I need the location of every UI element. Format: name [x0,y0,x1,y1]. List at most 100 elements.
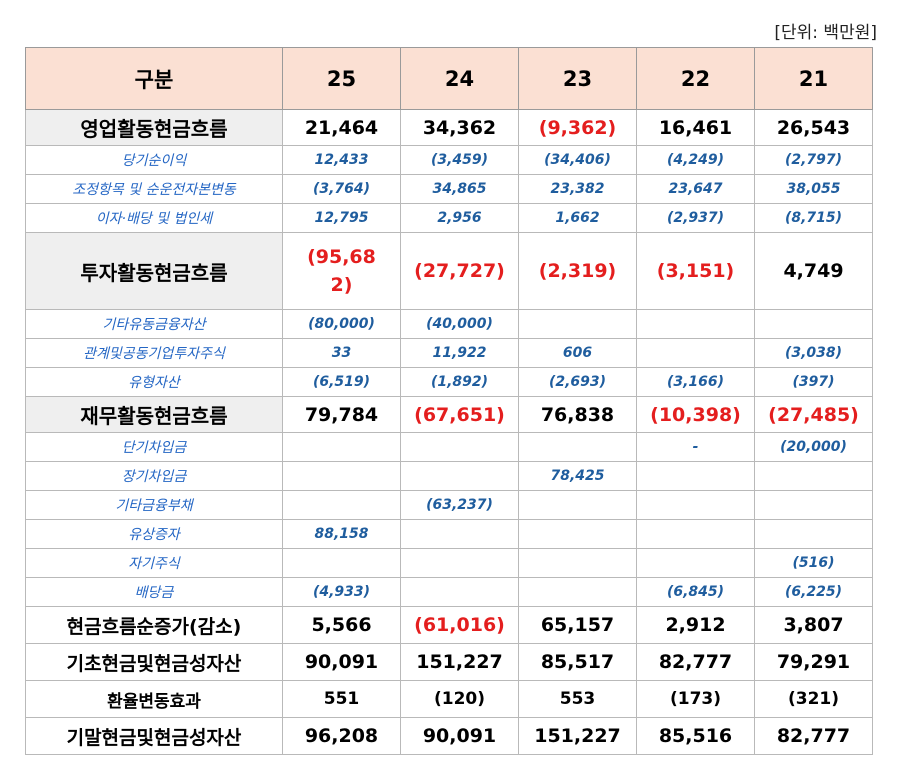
cell-value [636,548,755,578]
cell-value: 85,516 [636,717,755,755]
cell-value [400,519,519,549]
cell-value [400,461,519,491]
cell-value [518,548,637,578]
row-operating: 영업활동현금흐름 21,464 34,362 (9,362) 16,461 26… [25,109,873,146]
row-label: 관계및공동기업투자주식 [25,338,283,368]
cell-value: (3,764) [282,174,401,204]
cell-value: 96,208 [282,717,401,755]
cell-value [636,490,755,520]
row-other-fin-assets: 기타유동금융자산 (80,000) (40,000) [25,309,873,339]
row-investing: 투자활동현금흐름 (95,682) (27,727) (2,319) (3,15… [25,232,873,310]
cell-value: (20,000) [754,432,873,462]
row-short-borrow: 단기차입금 - (20,000) [25,432,873,462]
row-net-change: 현금흐름순증가(감소) 5,566 (61,016) 65,157 2,912 … [25,606,873,644]
row-capital-increase: 유상증자 88,158 [25,519,873,549]
cell-value: (40,000) [400,309,519,339]
row-beginning: 기초현금및현금성자산 90,091 151,227 85,517 82,777 … [25,643,873,681]
row-label: 기타금융부채 [25,490,283,520]
cell-value: 606 [518,338,637,368]
cell-value [518,309,637,339]
header-year: 23 [518,47,637,110]
row-label: 배당금 [25,577,283,607]
row-label: 영업활동현금흐름 [25,109,283,146]
cell-value: (3,038) [754,338,873,368]
cell-value: 26,543 [754,109,873,146]
cell-value: (2,797) [754,145,873,175]
cell-value: (10,398) [636,396,755,433]
cell-value: 23,647 [636,174,755,204]
cell-value: 79,291 [754,643,873,681]
row-treasury: 자기주식 (516) [25,548,873,578]
cell-value: (4,249) [636,145,755,175]
cell-value: 82,777 [754,717,873,755]
cell-value: (61,016) [400,606,519,644]
cell-value [400,577,519,607]
cell-value: 12,433 [282,145,401,175]
cell-value: (120) [400,680,519,718]
cell-value: (6,519) [282,367,401,397]
header-year: 25 [282,47,401,110]
row-label: 유상증자 [25,519,283,549]
cell-value: (173) [636,680,755,718]
row-fx: 환율변동효과 551 (120) 553 (173) (321) [25,680,873,718]
cell-value: (3,166) [636,367,755,397]
row-label: 현금흐름순증가(감소) [25,606,283,644]
cell-value: 11,922 [400,338,519,368]
row-label: 기타유동금융자산 [25,309,283,339]
cell-value: 16,461 [636,109,755,146]
cell-value [282,432,401,462]
cell-value: (3,151) [636,232,755,310]
row-ending: 기말현금및현금성자산 96,208 90,091 151,227 85,516 … [25,717,873,755]
cell-value: (67,651) [400,396,519,433]
cell-value: 553 [518,680,637,718]
row-label: 기초현금및현금성자산 [25,643,283,681]
cell-value: (2,319) [518,232,637,310]
cell-value: (2,937) [636,203,755,233]
cell-value [282,490,401,520]
cell-value [518,432,637,462]
cell-value [636,461,755,491]
row-label: 재무활동현금흐름 [25,396,283,433]
cell-value: 551 [282,680,401,718]
row-label: 투자활동현금흐름 [25,232,283,310]
cell-value: 23,382 [518,174,637,204]
cell-value [400,548,519,578]
cell-value [518,577,637,607]
header-year: 24 [400,47,519,110]
cell-value: (27,727) [400,232,519,310]
row-net-income: 당기순이익 12,433 (3,459) (34,406) (4,249) (2… [25,145,873,175]
header-year: 22 [636,47,755,110]
cell-value [754,461,873,491]
cell-value: 1,662 [518,203,637,233]
header-label: 구분 [25,47,283,110]
cell-value: 34,865 [400,174,519,204]
cell-value: (397) [754,367,873,397]
header-year: 21 [754,47,873,110]
cell-value: (95,682) [282,232,401,310]
row-other-fin-liab: 기타금융부채 (63,237) [25,490,873,520]
cell-value: 85,517 [518,643,637,681]
cell-value: 2,912 [636,606,755,644]
cell-value: (3,459) [400,145,519,175]
row-long-borrow: 장기차입금 78,425 [25,461,873,491]
cell-value: (2,693) [518,367,637,397]
row-label: 단기차입금 [25,432,283,462]
cell-value: (321) [754,680,873,718]
cell-value: (6,845) [636,577,755,607]
cell-value: 88,158 [282,519,401,549]
cell-value: (27,485) [754,396,873,433]
row-affiliates: 관계및공동기업투자주식 33 11,922 606 (3,038) [25,338,873,368]
cell-value: 3,807 [754,606,873,644]
cell-value: - [636,432,755,462]
row-label: 자기주식 [25,548,283,578]
cell-value [754,490,873,520]
cell-value: (4,933) [282,577,401,607]
cell-value: (516) [754,548,873,578]
cell-value [754,309,873,339]
row-label: 장기차입금 [25,461,283,491]
row-label: 유형자산 [25,367,283,397]
row-tangible: 유형자산 (6,519) (1,892) (2,693) (3,166) (39… [25,367,873,397]
cell-value: 5,566 [282,606,401,644]
cell-value: 79,784 [282,396,401,433]
cell-value: (8,715) [754,203,873,233]
